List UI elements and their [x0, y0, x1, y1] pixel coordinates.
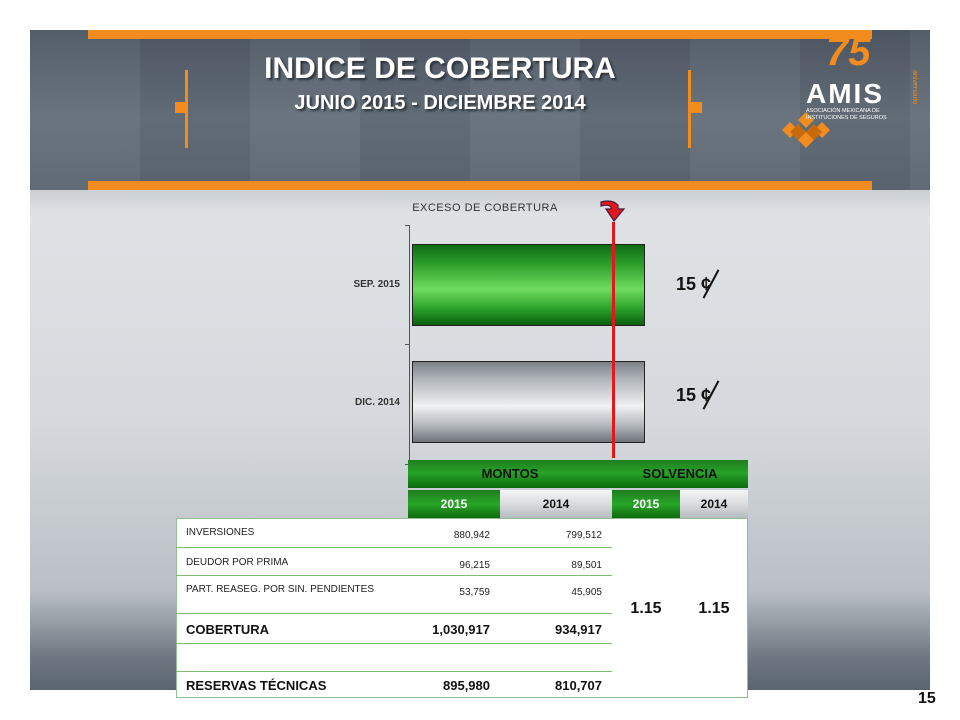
cell-value: 96,215	[459, 560, 490, 571]
row-label: RESERVAS TÉCNICAS	[186, 678, 327, 693]
table-body	[176, 518, 748, 698]
header-solvencia: SOLVENCIA	[642, 466, 718, 481]
cell-value: 895,980	[443, 678, 490, 693]
solvencia-2014-value: 1.15	[698, 600, 730, 617]
year-header-solvencia-2014: 2014	[680, 490, 748, 518]
chart-tick-mid	[405, 344, 410, 345]
chart-tick-bottom	[405, 464, 410, 465]
chart-y-axis	[409, 225, 410, 465]
solvencia-2015-value: 1.15	[630, 600, 662, 617]
bar-dic-2014	[412, 361, 645, 443]
table-row	[176, 518, 612, 548]
row-label: INVERSIONES	[186, 527, 255, 538]
bar-sep-2015	[412, 244, 645, 326]
orange-bar-bottom	[88, 181, 872, 190]
cell-value: 53,759	[459, 587, 490, 598]
row-label: COBERTURA	[186, 622, 270, 637]
year-header-solvencia-2015: 2015	[612, 490, 680, 518]
header-montos: MONTOS	[481, 466, 539, 481]
page-number: 15	[918, 690, 936, 707]
cell-value: 810,707	[555, 678, 602, 693]
slide-subtitle: JUNIO 2015 - DICIEMBRE 2014	[294, 92, 586, 114]
logo-anniversary-word: aniversario	[911, 70, 918, 105]
cell-value: 45,905	[571, 587, 602, 598]
row-label: DEUDOR POR PRIMA	[186, 557, 289, 568]
left-bracket-line	[185, 70, 188, 148]
cell-value: 1,030,917	[432, 622, 490, 637]
slide-header	[30, 30, 930, 190]
right-bracket-square	[691, 102, 702, 113]
amis-logo-icon	[782, 112, 830, 148]
year-header-montos-2014: 2014	[500, 490, 612, 518]
cell-value: 799,512	[565, 530, 602, 541]
table-row	[176, 614, 612, 644]
category-label-sep-2015: SEP. 2015	[353, 279, 400, 290]
table-row	[176, 576, 612, 614]
down-arrow-icon	[600, 200, 626, 223]
left-bracket-square	[175, 102, 186, 113]
slide-title: INDICE DE COBERTURA	[264, 52, 616, 85]
year-header-montos-2015: 2015	[408, 490, 500, 518]
right-bracket-line	[688, 70, 691, 148]
orange-bar-top	[88, 30, 872, 39]
category-label-dic-2014: DIC. 2014	[354, 397, 400, 408]
cell-value: 934,917	[555, 622, 602, 637]
data-label-dic-2014: 15 ¢	[676, 385, 712, 405]
chart-tick-top	[405, 225, 410, 226]
table-group-header	[408, 460, 748, 488]
table-row-spacer	[176, 644, 612, 672]
data-label-sep-2015: 15 ¢	[676, 274, 712, 294]
row-label: PART. REASEG. POR SIN. PENDIENTES	[186, 584, 375, 595]
logo-org-name: ASOCIACIÓN MEXICANA DE INSTITUCIONES DE …	[806, 108, 887, 121]
cell-value: 880,942	[453, 530, 490, 541]
chart-title: EXCESO DE COBERTURA	[412, 202, 558, 214]
logo-amis: AMIS	[806, 78, 884, 109]
logo-75: 75	[826, 30, 871, 74]
table-row	[176, 548, 612, 576]
cell-value: 89,501	[571, 560, 602, 571]
reference-line	[612, 222, 615, 458]
